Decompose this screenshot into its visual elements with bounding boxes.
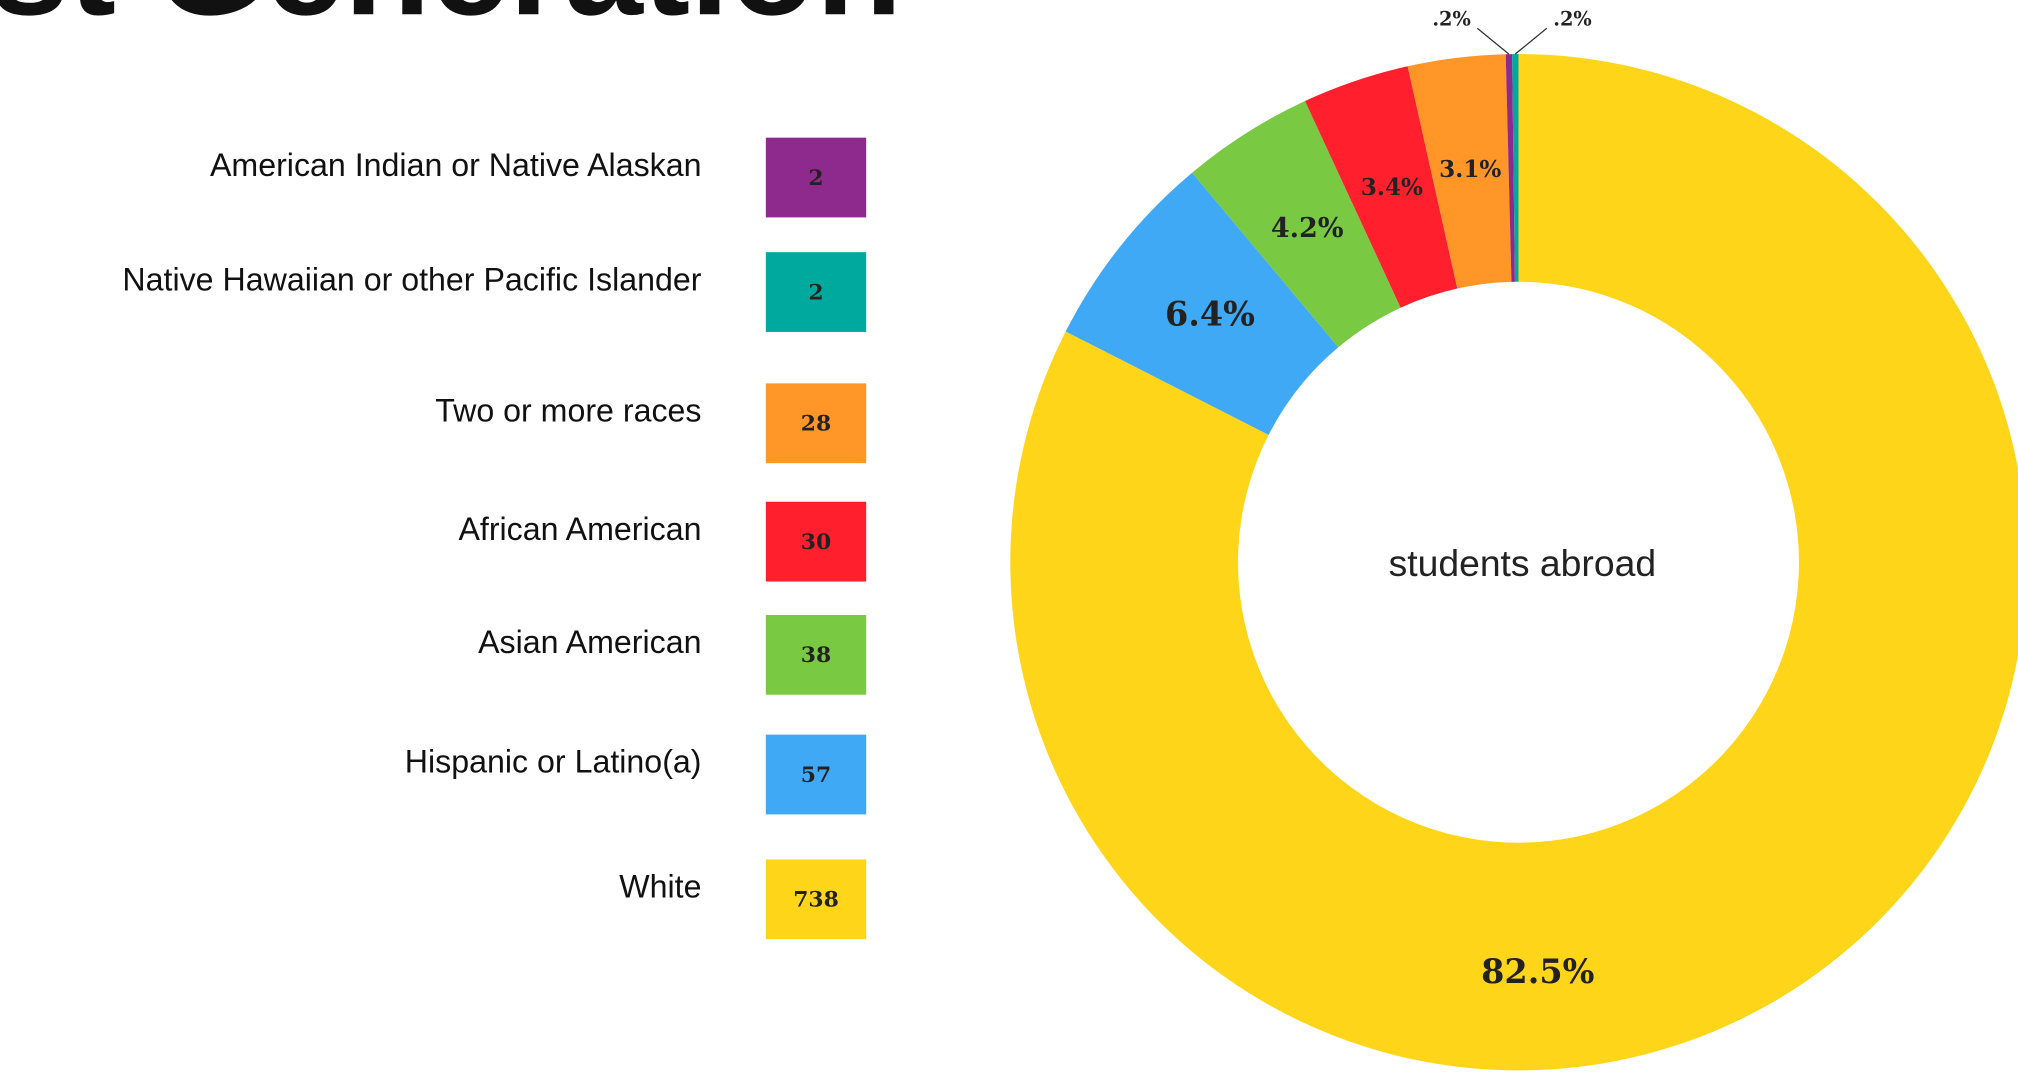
leader-line [1514, 27, 1548, 55]
legend-count: 738 [793, 887, 839, 913]
slice-label: 3.4% [1361, 174, 1423, 201]
legend-label: African American [458, 511, 701, 547]
slice-label: 3.1% [1439, 156, 1501, 183]
leader-line [1476, 27, 1510, 55]
legend-label: Hispanic or Latino(a) [405, 744, 702, 780]
legend-swatch [765, 734, 867, 815]
donut-slice [1512, 54, 1519, 282]
legend-label: Asian American [478, 624, 701, 660]
legend-swatch [765, 383, 867, 464]
legend-count: 28 [801, 411, 831, 437]
legend-label: Native Hawaiian or other Pacific Islande… [122, 261, 701, 297]
legend-count: 38 [801, 642, 831, 668]
donut-slice [1505, 54, 1515, 282]
donut-slice [1304, 66, 1458, 308]
legend-swatch [765, 137, 867, 218]
donut-slice [1065, 172, 1339, 435]
legend-label: American Indian or Native Alaskan [210, 147, 702, 183]
donut-slice [1192, 101, 1401, 348]
legend-count: 30 [801, 529, 831, 555]
slice-label: 6.4% [1165, 295, 1255, 334]
slice-label: .2% [1553, 8, 1591, 31]
legend-swatch [765, 859, 867, 940]
donut-slice [1010, 54, 2018, 1071]
legend-count: 57 [801, 762, 831, 788]
chart-title: st Generation [0, 0, 902, 44]
legend-label: Two or more races [435, 392, 701, 428]
legend-swatch [765, 501, 867, 582]
legend-count: 2 [808, 165, 823, 191]
legend-swatch [765, 614, 867, 695]
slice-label: 82.5% [1481, 952, 1594, 991]
slice-label: .2% [1432, 8, 1470, 31]
slice-label: 4.2% [1271, 213, 1344, 244]
center-label: students abroad [1389, 542, 1656, 584]
legend-label: White [619, 869, 701, 905]
legend-count: 2 [808, 279, 823, 305]
donut-slice [1407, 54, 1512, 289]
legend-swatch [765, 252, 867, 332]
